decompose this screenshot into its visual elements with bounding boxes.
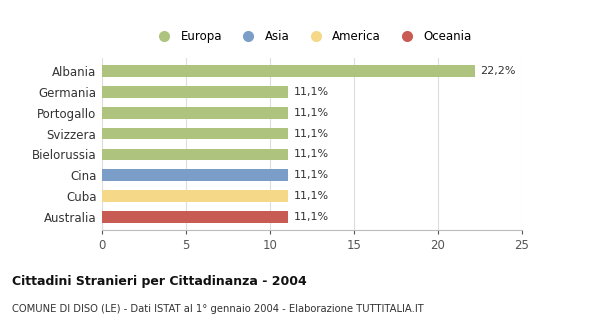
Bar [102,211,289,222]
Text: 11,1%: 11,1% [293,170,329,180]
Text: 11,1%: 11,1% [293,129,329,139]
Text: 11,1%: 11,1% [293,108,329,118]
Text: 11,1%: 11,1% [293,191,329,201]
Text: COMUNE DI DISO (LE) - Dati ISTAT al 1° gennaio 2004 - Elaborazione TUTTITALIA.IT: COMUNE DI DISO (LE) - Dati ISTAT al 1° g… [12,304,424,314]
Bar [102,66,475,77]
Text: 22,2%: 22,2% [480,66,515,76]
Bar [102,149,289,160]
Bar [102,128,289,139]
Text: 11,1%: 11,1% [293,212,329,222]
Legend: Europa, Asia, America, Oceania: Europa, Asia, America, Oceania [148,26,476,48]
Text: 11,1%: 11,1% [293,149,329,159]
Bar [102,86,289,98]
Text: 11,1%: 11,1% [293,87,329,97]
Bar [102,170,289,181]
Text: Cittadini Stranieri per Cittadinanza - 2004: Cittadini Stranieri per Cittadinanza - 2… [12,275,307,288]
Bar [102,190,289,202]
Bar [102,107,289,118]
